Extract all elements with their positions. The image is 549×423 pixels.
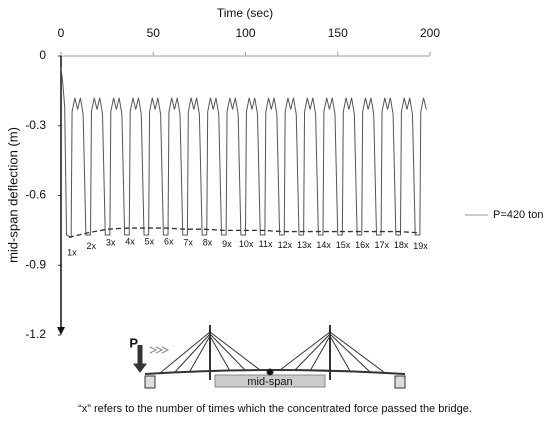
cycle-label: 12x bbox=[278, 240, 293, 250]
cycle-label: 5x bbox=[145, 236, 155, 246]
y-tick-label: -0.3 bbox=[25, 118, 46, 132]
cycle-label: 14x bbox=[316, 240, 331, 250]
series-line bbox=[61, 68, 426, 238]
y-tick-label: -0.6 bbox=[25, 188, 46, 202]
cycle-label: 7x bbox=[183, 238, 193, 248]
cycle-label: 1x bbox=[67, 248, 77, 258]
cycle-label: 17x bbox=[375, 240, 390, 250]
legend-label: P=420 ton bbox=[493, 209, 543, 221]
cycle-label: 4x bbox=[125, 236, 135, 246]
y-tick-label: -1.2 bbox=[25, 327, 46, 341]
x-axis-title: Time (sec) bbox=[217, 6, 273, 20]
x-tick-label: 50 bbox=[147, 26, 161, 40]
cycle-label: 9x bbox=[222, 239, 232, 249]
cycle-label: 18x bbox=[394, 240, 409, 250]
cycle-label: 10x bbox=[239, 239, 254, 249]
cycle-label: 8x bbox=[203, 238, 213, 248]
y-tick-label: -0.9 bbox=[25, 257, 46, 271]
load-label: P bbox=[129, 335, 138, 350]
cycle-label: 6x bbox=[164, 236, 174, 246]
x-tick-label: 150 bbox=[328, 26, 348, 40]
cycle-label: 13x bbox=[297, 240, 312, 250]
x-tick-label: 0 bbox=[58, 26, 65, 40]
cycle-label: 11x bbox=[259, 239, 273, 249]
y-tick-label: 0 bbox=[39, 48, 46, 62]
cycle-label: 2x bbox=[86, 241, 96, 251]
cycle-label: 16x bbox=[355, 240, 370, 250]
chart: Time (sec) mid-span deflection (m) P mid… bbox=[0, 0, 549, 423]
cycle-label: 19x bbox=[413, 241, 428, 251]
envelope-line bbox=[69, 228, 418, 237]
x-tick-label: 100 bbox=[235, 26, 255, 40]
point-label: mid-span bbox=[247, 376, 292, 388]
y-axis-arrow bbox=[57, 327, 65, 335]
x-tick-label: 200 bbox=[420, 26, 440, 40]
y-axis-title: mid-span deflection (m) bbox=[5, 127, 20, 263]
cycle-label: 15x bbox=[336, 240, 351, 250]
caption: “x” refers to the number of times which … bbox=[78, 403, 472, 415]
cycle-label: 3x bbox=[106, 238, 116, 248]
